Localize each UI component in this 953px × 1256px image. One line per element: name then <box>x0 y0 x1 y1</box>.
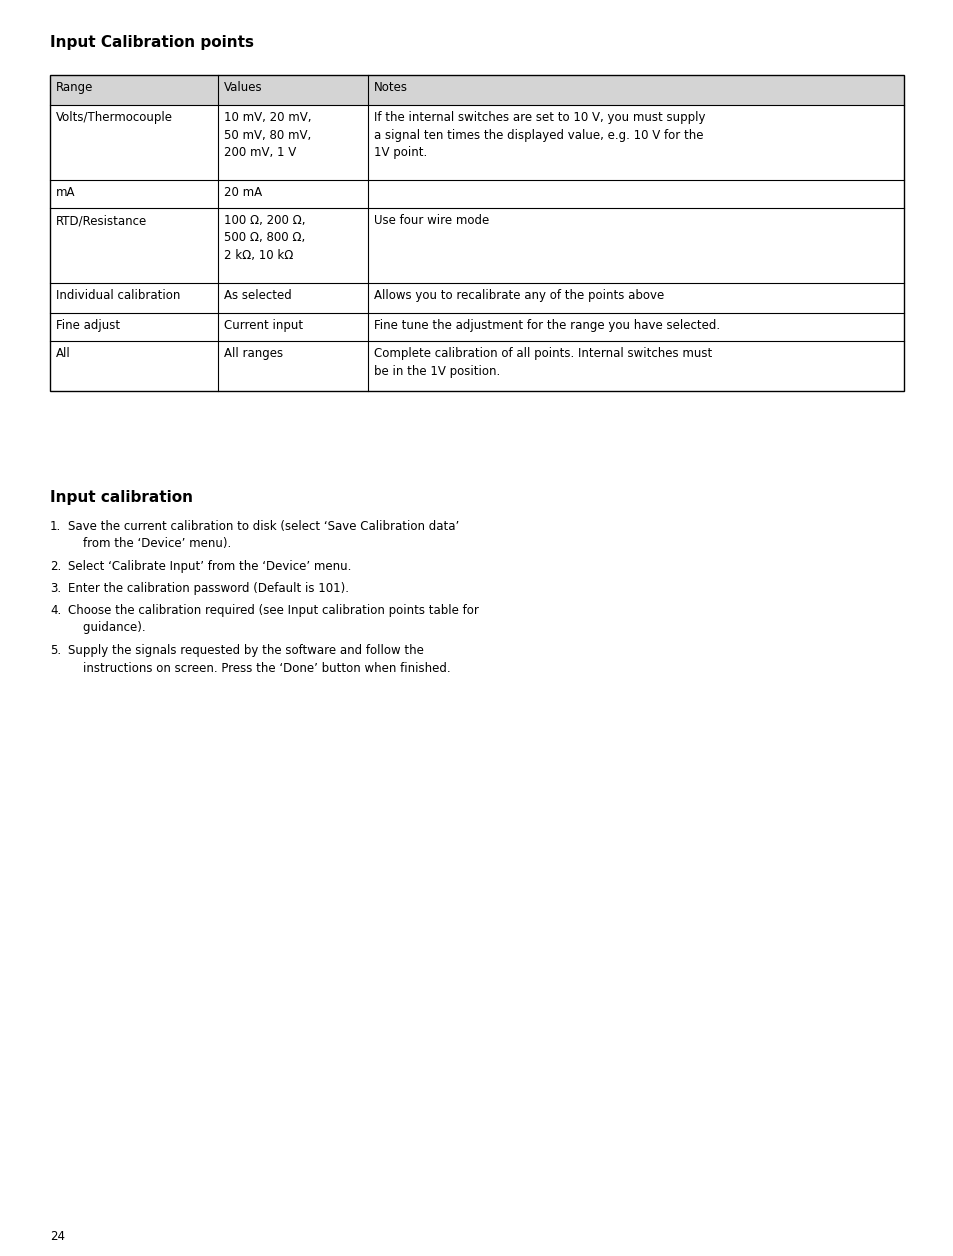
Text: 20 mA: 20 mA <box>224 186 262 198</box>
Text: 1.: 1. <box>50 520 61 533</box>
Text: If the internal switches are set to 10 V, you must supply
a signal ten times the: If the internal switches are set to 10 V… <box>374 111 705 160</box>
Text: 3.: 3. <box>50 582 61 595</box>
Text: All ranges: All ranges <box>224 347 283 360</box>
Text: Complete calibration of all points. Internal switches must
be in the 1V position: Complete calibration of all points. Inte… <box>374 347 712 378</box>
Text: 2.: 2. <box>50 560 61 573</box>
Text: Save the current calibration to disk (select ‘Save Calibration data’
    from th: Save the current calibration to disk (se… <box>68 520 458 550</box>
Text: Values: Values <box>224 80 262 94</box>
Text: Choose the calibration required (see Input calibration points table for
    guid: Choose the calibration required (see Inp… <box>68 604 478 634</box>
Text: Range: Range <box>56 80 93 94</box>
Text: Enter the calibration password (Default is 101).: Enter the calibration password (Default … <box>68 582 349 595</box>
Text: 24: 24 <box>50 1230 65 1243</box>
Bar <box>50 75 903 391</box>
Text: Fine tune the adjustment for the range you have selected.: Fine tune the adjustment for the range y… <box>374 319 720 332</box>
Text: 5.: 5. <box>50 644 61 657</box>
Text: Fine adjust: Fine adjust <box>56 319 120 332</box>
Text: 100 Ω, 200 Ω,
500 Ω, 800 Ω,
2 kΩ, 10 kΩ: 100 Ω, 200 Ω, 500 Ω, 800 Ω, 2 kΩ, 10 kΩ <box>224 214 305 263</box>
Text: 4.: 4. <box>50 604 61 617</box>
Bar <box>50 75 903 106</box>
Text: Notes: Notes <box>374 80 408 94</box>
Text: Input Calibration points: Input Calibration points <box>50 35 253 50</box>
Text: RTD/Resistance: RTD/Resistance <box>56 214 147 227</box>
Text: Allows you to recalibrate any of the points above: Allows you to recalibrate any of the poi… <box>374 289 663 301</box>
Text: All: All <box>56 347 71 360</box>
Text: Input calibration: Input calibration <box>50 490 193 505</box>
Text: Select ‘Calibrate Input’ from the ‘Device’ menu.: Select ‘Calibrate Input’ from the ‘Devic… <box>68 560 351 573</box>
Text: 10 mV, 20 mV,
50 mV, 80 mV,
200 mV, 1 V: 10 mV, 20 mV, 50 mV, 80 mV, 200 mV, 1 V <box>224 111 312 160</box>
Text: Supply the signals requested by the software and follow the
    instructions on : Supply the signals requested by the soft… <box>68 644 450 674</box>
Text: As selected: As selected <box>224 289 292 301</box>
Text: Individual calibration: Individual calibration <box>56 289 180 301</box>
Text: Use four wire mode: Use four wire mode <box>374 214 489 227</box>
Text: Current input: Current input <box>224 319 303 332</box>
Text: Volts/Thermocouple: Volts/Thermocouple <box>56 111 172 124</box>
Text: mA: mA <box>56 186 75 198</box>
